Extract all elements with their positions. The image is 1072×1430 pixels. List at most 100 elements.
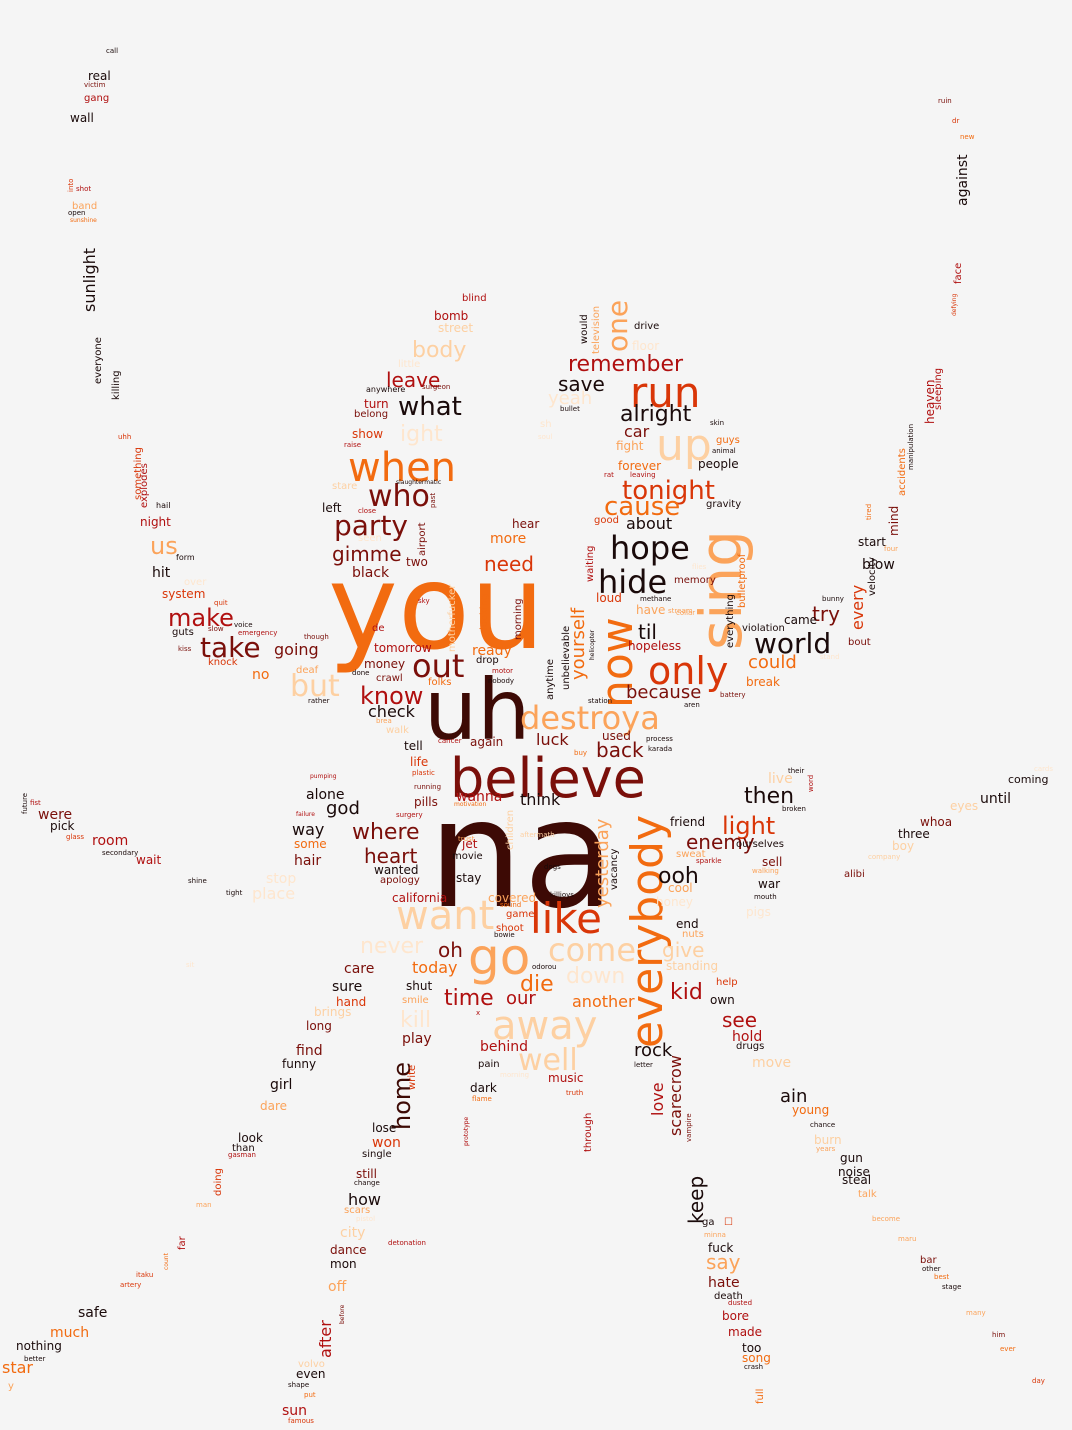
word-gimme: gimme bbox=[332, 542, 402, 566]
word-made: made bbox=[728, 1325, 763, 1339]
word-life: life bbox=[410, 755, 429, 769]
word-detonation: detonation bbox=[388, 1239, 426, 1247]
word-sun: sun bbox=[282, 1403, 308, 1419]
word-volvo: volvo bbox=[298, 1359, 325, 1370]
word-death: death bbox=[714, 1291, 743, 1302]
word-bout: bout bbox=[848, 637, 871, 648]
word-won: won bbox=[372, 1135, 401, 1151]
word-honey: honey bbox=[656, 895, 694, 909]
word-going: going bbox=[274, 640, 319, 659]
word-dance: dance bbox=[330, 1243, 367, 1257]
word-star: star bbox=[2, 1358, 33, 1377]
word-over: over bbox=[184, 577, 207, 588]
word-best: best bbox=[934, 1273, 950, 1281]
word-you: you bbox=[328, 538, 545, 676]
word-know: know bbox=[360, 682, 424, 710]
word-own: own bbox=[710, 993, 735, 1007]
word-slow: slow bbox=[208, 625, 224, 633]
word-real: real bbox=[88, 69, 111, 83]
word-through: through bbox=[583, 1112, 594, 1152]
word-look: look bbox=[238, 1131, 263, 1145]
word-system: system bbox=[162, 587, 206, 601]
word-lose: lose bbox=[372, 1121, 397, 1135]
word-still: still bbox=[356, 1167, 377, 1181]
word-deaf: deaf bbox=[296, 665, 319, 676]
word-brea: brea bbox=[376, 717, 392, 725]
word-running: running bbox=[414, 783, 442, 791]
word-against: against bbox=[955, 154, 971, 206]
word-three: three bbox=[898, 827, 930, 841]
word-drugs: drugs bbox=[736, 1041, 765, 1052]
word-violation: violation bbox=[742, 623, 785, 634]
word-band: band bbox=[72, 201, 98, 212]
word-well: well bbox=[518, 1043, 578, 1078]
word-television: television bbox=[591, 305, 602, 354]
word-our: our bbox=[506, 988, 536, 1009]
word-hide: hide bbox=[598, 563, 668, 601]
word-find: find bbox=[296, 1043, 323, 1059]
word-girl: girl bbox=[270, 1077, 293, 1093]
word-motivation: motivation bbox=[454, 801, 487, 808]
word-walk: walk bbox=[386, 725, 409, 736]
word-rat: rat bbox=[604, 471, 614, 479]
word-count: count bbox=[163, 1253, 170, 1270]
word-take: take bbox=[200, 631, 261, 664]
word-break: break bbox=[746, 675, 780, 689]
word-remember: remember bbox=[568, 352, 684, 377]
word-everything: everything bbox=[725, 594, 736, 648]
word-sh: sh bbox=[540, 419, 552, 430]
word-vacancy: vacancy bbox=[609, 848, 620, 890]
word-dare: dare bbox=[260, 1099, 288, 1113]
word-room: room bbox=[92, 833, 129, 849]
word-people: people bbox=[698, 457, 739, 471]
word-whoa: whoa bbox=[920, 815, 953, 829]
word-hand: hand bbox=[336, 995, 367, 1009]
word-chance: chance bbox=[810, 1121, 836, 1129]
word-him: him bbox=[992, 1331, 1006, 1339]
word-behind: behind bbox=[480, 1039, 529, 1055]
word-animal: animal bbox=[712, 447, 736, 455]
word-belong: belong bbox=[354, 409, 389, 420]
word-battery: battery bbox=[720, 691, 746, 699]
word-crash: crash bbox=[744, 1363, 764, 1371]
word-fight: fight bbox=[616, 439, 644, 453]
word-raise: raise bbox=[344, 441, 362, 449]
word-flame: flame bbox=[472, 1095, 492, 1103]
word-shut: shut bbox=[406, 979, 433, 993]
word-though: though bbox=[304, 633, 329, 641]
word-tonight: tonight bbox=[622, 476, 715, 506]
word-but: but bbox=[290, 669, 340, 704]
word-california: california bbox=[392, 891, 448, 905]
word-up: up bbox=[656, 420, 712, 471]
word-music: music bbox=[548, 1071, 584, 1085]
word-gasman: gasman bbox=[228, 1151, 256, 1159]
word-mind: mind bbox=[887, 505, 901, 536]
word-bomb: bomb bbox=[434, 309, 469, 323]
word-sparkle: sparkle bbox=[696, 857, 722, 865]
word-need: need bbox=[484, 552, 534, 576]
word-y: y bbox=[8, 1381, 14, 1392]
word-glass: glass bbox=[66, 833, 84, 841]
word-used: used bbox=[602, 729, 631, 743]
word-memory: memory bbox=[674, 575, 716, 586]
word-left: left bbox=[322, 501, 342, 515]
word-surgeon: surgeon bbox=[422, 383, 451, 391]
word-because: because bbox=[626, 682, 702, 703]
word-mouth: mouth bbox=[754, 893, 777, 901]
word-til: til bbox=[638, 620, 657, 644]
word-nobody: nobody bbox=[488, 677, 515, 685]
word-war: war bbox=[758, 877, 781, 891]
word-stare: stare bbox=[332, 481, 358, 492]
word-alone: alone bbox=[306, 787, 345, 803]
word-rock: rock bbox=[634, 1040, 673, 1061]
word-years: years bbox=[816, 1145, 836, 1153]
word-would: would bbox=[579, 314, 590, 344]
word-surgery: surgery bbox=[396, 811, 423, 819]
word-ga-glyph: ☐ bbox=[724, 1217, 733, 1228]
word-helicopter: helicopter bbox=[589, 629, 596, 660]
word-light: light bbox=[722, 812, 776, 840]
word-help: help bbox=[716, 977, 738, 988]
word-make: make bbox=[168, 604, 234, 632]
word-bunny: bunny bbox=[822, 595, 844, 603]
